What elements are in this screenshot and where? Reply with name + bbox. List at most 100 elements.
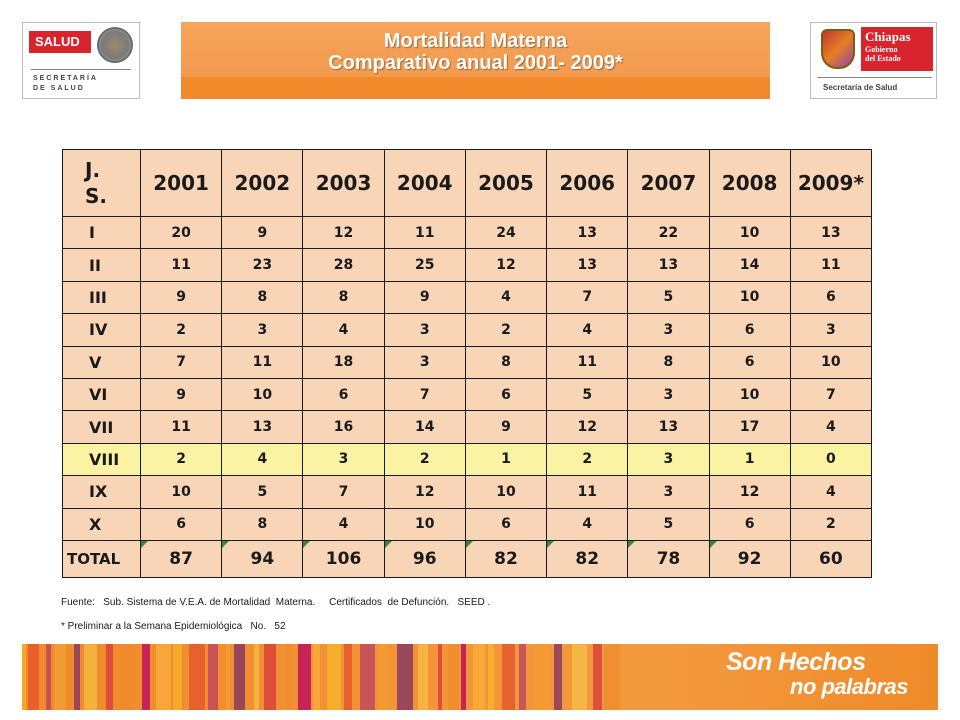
table-cell: 3: [789, 313, 873, 347]
table-cell: 6: [789, 280, 873, 315]
page-title-line2: Comparativo anual 2001- 2009*: [328, 52, 623, 74]
slogan-line2: no palabras: [790, 674, 908, 699]
chiapas-logo-name: Chiapas: [865, 29, 911, 44]
banner-stripe: [208, 644, 218, 710]
banner-stripe: [502, 644, 515, 710]
table-cell: 12: [708, 475, 791, 509]
table-cell: 9: [221, 215, 304, 250]
table-cell: 13: [546, 215, 629, 250]
table-row: X 6 8 4 10 6 4 5 6 2: [62, 507, 873, 541]
salud-logo-label: SALUD: [29, 31, 91, 53]
preliminary-note: * Preliminar a la Semana Epidemiológica …: [61, 621, 286, 632]
banner-stripe: [418, 644, 428, 710]
banner-stripe: [313, 644, 320, 710]
table-cell: 3: [383, 313, 466, 347]
table-cell: 24: [464, 215, 548, 250]
table-cell: 6: [464, 507, 548, 541]
table-cell: 16: [302, 410, 385, 444]
table-cell: 10: [464, 475, 548, 509]
table-cell: 1: [464, 442, 548, 477]
corner-label-line2: S.: [85, 184, 108, 208]
row-label: IV: [62, 313, 141, 347]
table-cell: 7: [383, 377, 466, 412]
banner-stripe: [28, 644, 39, 710]
total-cell: 94: [221, 539, 304, 578]
table-cell: 4: [546, 507, 629, 541]
table-cell: 7: [789, 377, 873, 412]
table-cell: 2: [789, 507, 873, 541]
maternal-mortality-table: J. S. 2001 2002 2003 2004 2005 2006 2007…: [62, 149, 873, 578]
table-cell: 7: [139, 345, 223, 379]
table-cell: 11: [221, 345, 304, 379]
banner-stripe: [488, 644, 494, 710]
table-cell: 0: [789, 442, 873, 477]
banner-stripe: [344, 644, 352, 710]
table-row: V 7 11 18 3 8 11 8 6 10: [62, 345, 873, 379]
year-header: 2004: [383, 149, 466, 217]
table-cell: 2: [546, 442, 629, 477]
title-band: [181, 22, 770, 99]
table-cell: 7: [546, 280, 629, 315]
salud-logo-band: SALUD: [23, 23, 139, 67]
chiapas-logo-subtitle: Secretaría de Salud: [823, 83, 898, 92]
chiapas-logo: Chiapas Gobierno del Estado Secretaría d…: [810, 22, 937, 99]
row-label: VIII: [62, 442, 141, 477]
table-cell: 8: [627, 345, 710, 379]
corner-label-line1: J.: [85, 158, 101, 182]
banner-stripe: [448, 644, 459, 710]
table-cell: 4: [789, 475, 873, 509]
total-cell: 82: [546, 539, 629, 578]
table-cell: 22: [627, 215, 710, 250]
mexico-seal-icon: [97, 27, 133, 63]
table-total-row: TOTAL 87 94 106 96 82 82 78 92 60: [62, 539, 873, 578]
table-cell: 1: [708, 442, 791, 477]
table-cell: 2: [464, 313, 548, 347]
table-cell: 10: [383, 507, 466, 541]
row-label: II: [62, 248, 141, 282]
banner-stripe: [189, 644, 205, 710]
year-header: 2006: [546, 149, 629, 217]
table-cell: 4: [789, 410, 873, 444]
table-cell: 2: [139, 442, 223, 477]
table-cell: 3: [383, 345, 466, 379]
year-header: 2009*: [789, 149, 873, 217]
table-cell: 4: [302, 313, 385, 347]
table-cell: 10: [708, 280, 791, 315]
chiapas-logo-divider: [817, 77, 932, 78]
banner-stripe: [604, 644, 620, 710]
row-label: VI: [62, 377, 141, 412]
header-corner-cell: J. S.: [62, 149, 141, 217]
table-cell: 11: [546, 345, 629, 379]
table-cell: 5: [627, 507, 710, 541]
banner-stripe: [226, 644, 230, 710]
banner-stripe: [22, 644, 26, 710]
table-cell: 8: [302, 280, 385, 315]
banner-stripe: [535, 644, 549, 710]
table-header-row: J. S. 2001 2002 2003 2004 2005 2006 2007…: [62, 149, 873, 217]
page-title: Mortalidad Materna Comparativo anual 200…: [181, 30, 770, 74]
salud-logo: SALUD SECRETARÍA DE SALUD: [22, 22, 140, 99]
table-cell: 12: [546, 410, 629, 444]
table-cell: 5: [546, 377, 629, 412]
banner-stripe: [286, 644, 292, 710]
year-header: 2001: [139, 149, 223, 217]
table-cell: 7: [302, 475, 385, 509]
banner-stripe: [156, 644, 171, 710]
table-row: IX 10 5 7 12 10 11 3 12 4: [62, 475, 873, 509]
table-cell: 2: [383, 442, 466, 477]
banner-stripe: [397, 644, 413, 710]
row-label: VII: [62, 410, 141, 444]
year-header: 2008: [708, 149, 791, 217]
table-row: III 9 8 8 9 4 7 5 10 6: [62, 280, 873, 315]
table-cell: 11: [139, 248, 223, 282]
total-cell: 87: [139, 539, 223, 578]
table-cell: 9: [383, 280, 466, 315]
table-cell: 9: [464, 410, 548, 444]
table-cell: 13: [789, 215, 873, 250]
banner-stripe: [519, 644, 526, 710]
table-cell: 13: [546, 248, 629, 282]
banner-stripe: [360, 644, 375, 710]
table-cell: 4: [221, 442, 304, 477]
banner-stripe: [118, 644, 132, 710]
table-cell: 10: [708, 215, 791, 250]
